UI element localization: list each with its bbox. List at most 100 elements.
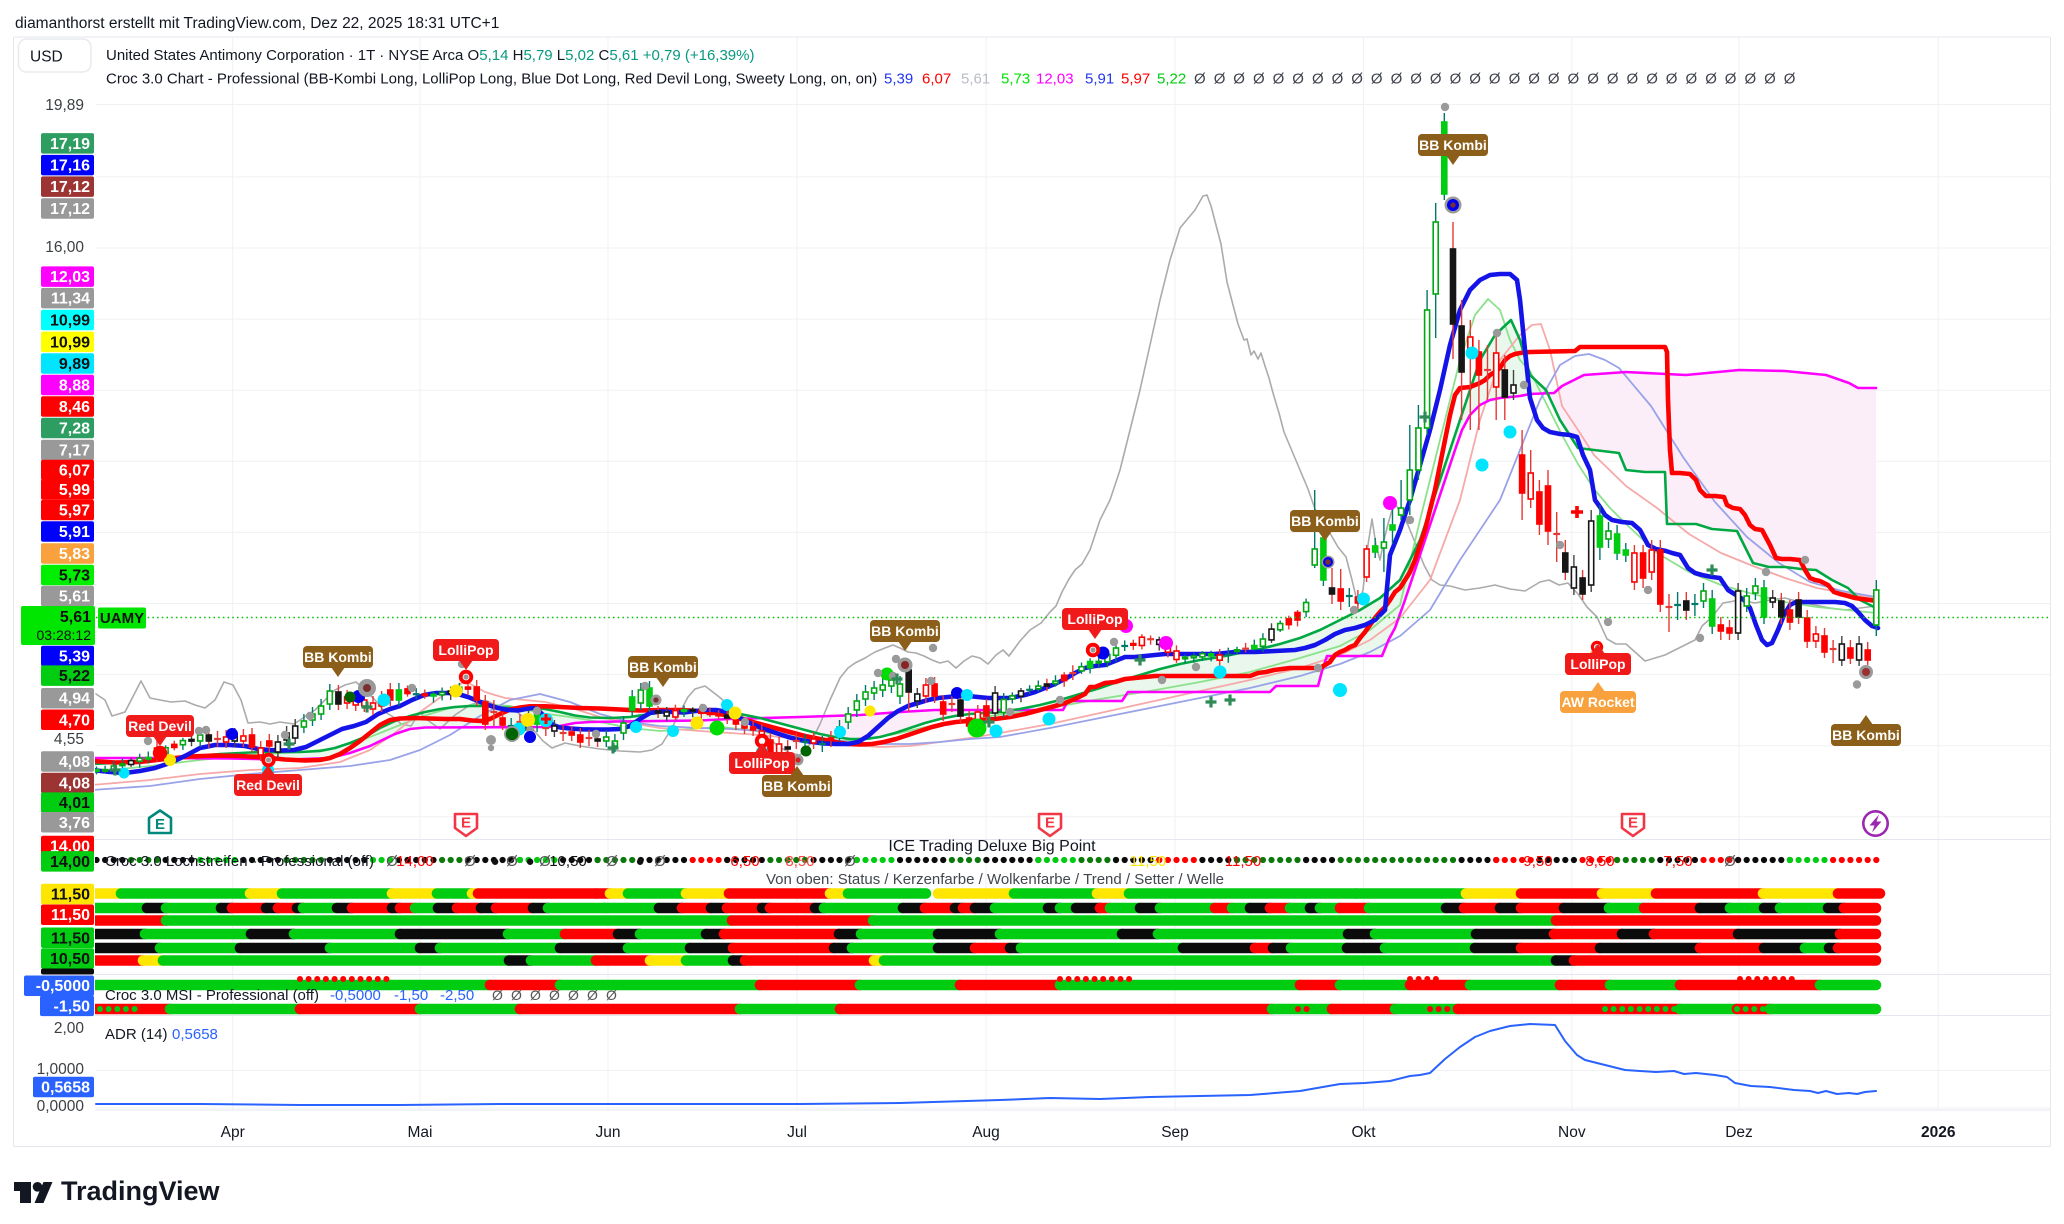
svg-text:7,17: 7,17 (59, 443, 90, 460)
svg-text:11,50: 11,50 (1225, 853, 1261, 870)
svg-text:Ø: Ø (1214, 71, 1226, 88)
svg-text:Ø: Ø (844, 853, 856, 870)
svg-text:17,19: 17,19 (50, 136, 90, 153)
svg-text:Ø: Ø (1725, 71, 1737, 88)
svg-text:-1,50: -1,50 (54, 998, 91, 1015)
svg-text:17,16: 17,16 (50, 158, 90, 175)
svg-text:United States Antimony Corpora: United States Antimony Corporation · 1T … (106, 47, 754, 64)
svg-text:4,70: 4,70 (59, 712, 90, 729)
svg-text:Ø: Ø (1469, 71, 1481, 88)
svg-text:BB Kombi: BB Kombi (629, 659, 697, 675)
svg-text:5,97: 5,97 (59, 503, 90, 520)
svg-text:Ø: Ø (511, 987, 522, 1003)
svg-text:5,39: 5,39 (59, 649, 90, 666)
svg-text:Ø: Ø (1646, 71, 1658, 88)
svg-text:16,00: 16,00 (45, 239, 84, 256)
svg-text:Mai: Mai (408, 1124, 433, 1141)
svg-text:8,50: 8,50 (1585, 853, 1614, 870)
svg-text:5,73: 5,73 (1001, 71, 1030, 88)
svg-text:5,61: 5,61 (961, 71, 990, 88)
svg-text:Ø: Ø (1450, 71, 1462, 88)
svg-text:Ø: Ø (587, 987, 598, 1003)
svg-text:4,01: 4,01 (59, 795, 90, 812)
svg-text:Ø: Ø (539, 853, 551, 870)
svg-text:BB Kombi: BB Kombi (1419, 137, 1487, 153)
svg-text:17,12: 17,12 (50, 201, 90, 218)
svg-text:Apr: Apr (221, 1124, 245, 1141)
svg-text:-0,5000: -0,5000 (330, 987, 381, 1004)
svg-text:11,50: 11,50 (51, 930, 90, 947)
svg-text:5,73: 5,73 (59, 568, 90, 585)
svg-text:6,50: 6,50 (730, 853, 759, 870)
svg-text:Ø: Ø (1509, 71, 1521, 88)
svg-text:Ø: Ø (606, 987, 617, 1003)
svg-text:diamanthorst erstellt mit Trad: diamanthorst erstellt mit TradingView.co… (15, 15, 499, 32)
svg-text:Aug: Aug (972, 1124, 1000, 1141)
svg-text:5,22: 5,22 (1157, 71, 1186, 88)
svg-text:Nov: Nov (1558, 1124, 1586, 1141)
svg-text:E: E (1045, 815, 1055, 832)
svg-text:5,22: 5,22 (59, 668, 90, 685)
svg-text:Ø: Ø (1784, 71, 1796, 88)
svg-text:10,50: 10,50 (549, 853, 587, 870)
svg-text:Jul: Jul (787, 1124, 807, 1141)
svg-text:Ø: Ø (1705, 71, 1717, 88)
svg-text:11,34: 11,34 (51, 291, 90, 308)
svg-text:4,55: 4,55 (54, 731, 84, 748)
svg-text:Ø: Ø (386, 853, 398, 870)
svg-text:AW Rocket: AW Rocket (1561, 694, 1634, 710)
svg-text:Dez: Dez (1725, 1124, 1753, 1141)
svg-text:BB Kombi: BB Kombi (1832, 727, 1900, 743)
svg-text:TradingView: TradingView (61, 1176, 221, 1206)
svg-text:6,07: 6,07 (922, 71, 951, 88)
svg-text:E: E (461, 815, 471, 832)
svg-text:4,94: 4,94 (59, 691, 90, 708)
svg-text:Ø: Ø (1410, 71, 1422, 88)
svg-text:5,61: 5,61 (59, 589, 90, 606)
svg-text:Ø: Ø (1666, 71, 1678, 88)
svg-text:UAMY: UAMY (100, 610, 144, 627)
svg-text:12,03: 12,03 (1036, 71, 1074, 88)
svg-text:Ø: Ø (1233, 71, 1245, 88)
svg-text:11,50: 11,50 (51, 887, 90, 904)
svg-text:●: ● (525, 853, 534, 870)
svg-text:Ø: Ø (1686, 71, 1698, 88)
svg-text:ADR (14): ADR (14) (105, 1026, 168, 1043)
svg-text:Von oben: Status / Kerzenfarbe: Von oben: Status / Kerzenfarbe / Wolkenf… (766, 871, 1224, 888)
svg-text:Jun: Jun (596, 1124, 621, 1141)
svg-text:-1,50: -1,50 (394, 987, 428, 1004)
svg-text:BB Kombi: BB Kombi (1291, 513, 1359, 529)
svg-text:9,89: 9,89 (59, 356, 90, 373)
svg-text:-2,50: -2,50 (440, 987, 474, 1004)
svg-text:Ø: Ø (1253, 71, 1265, 88)
svg-text:Ø: Ø (1528, 71, 1540, 88)
svg-text:Okt: Okt (1351, 1124, 1376, 1141)
svg-text:Ø: Ø (1371, 71, 1383, 88)
svg-text:1,0000: 1,0000 (37, 1061, 85, 1078)
svg-text:Ø: Ø (1724, 853, 1736, 870)
svg-text:Ø: Ø (1568, 71, 1580, 88)
svg-text:0,0000: 0,0000 (37, 1098, 85, 1115)
svg-text:Croc 3.0 Chart - Professional: Croc 3.0 Chart - Professional (BB-Kombi … (106, 71, 877, 88)
svg-text:E: E (155, 816, 165, 833)
svg-text:Ø: Ø (1764, 71, 1776, 88)
svg-text:Ø: Ø (1391, 71, 1403, 88)
svg-text:4,08: 4,08 (59, 776, 90, 793)
svg-text:Ø: Ø (1273, 71, 1285, 88)
svg-text:Ø: Ø (1351, 71, 1363, 88)
svg-text:4,08: 4,08 (59, 754, 90, 771)
svg-text:Ø: Ø (1430, 71, 1442, 88)
svg-text:Ø: Ø (1332, 71, 1344, 88)
svg-text:8,46: 8,46 (59, 399, 90, 416)
svg-text:5,61: 5,61 (60, 609, 91, 626)
svg-text:Ø: Ø (1194, 71, 1206, 88)
svg-text:Ø: Ø (1292, 71, 1304, 88)
svg-text:5,91: 5,91 (1085, 71, 1114, 88)
svg-text:LolliPop: LolliPop (734, 755, 789, 771)
svg-text:Ø: Ø (530, 987, 541, 1003)
svg-text:Ø: Ø (606, 853, 618, 870)
svg-text:Croc 3.0 Lochstreifen - Profes: Croc 3.0 Lochstreifen - Professional (of… (105, 853, 374, 870)
svg-text:Croc 3.0 MSI - Professional (o: Croc 3.0 MSI - Professional (off) (105, 987, 319, 1004)
svg-text:7,28: 7,28 (59, 421, 90, 438)
svg-text:LolliPop: LolliPop (1067, 611, 1122, 627)
